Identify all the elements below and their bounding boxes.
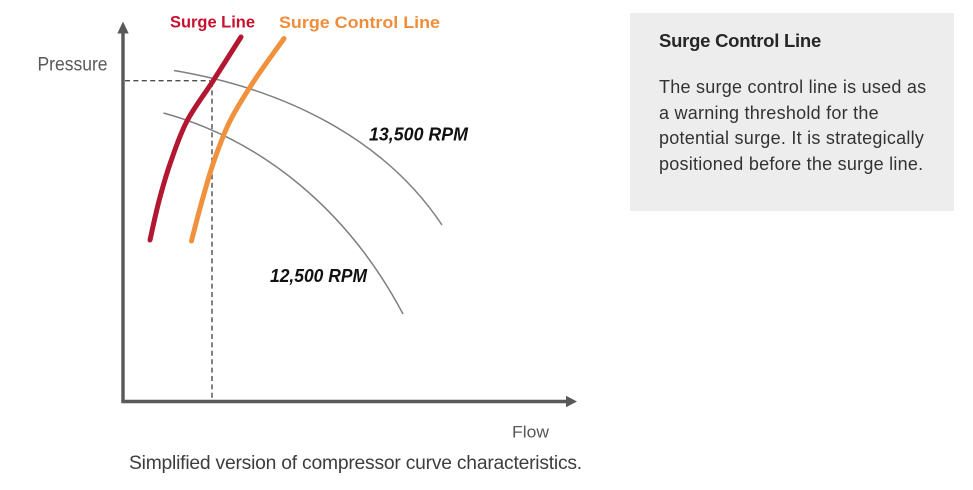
svg-text:13,500 RPM: 13,500 RPM [369,125,469,145]
svg-text:Flow: Flow [512,423,550,442]
svg-text:Surge Line: Surge Line [170,13,255,32]
svg-text:Surge Control Line: Surge Control Line [279,13,440,32]
svg-text:12,500 RPM: 12,500 RPM [270,266,368,286]
svg-text:Pressure: Pressure [38,55,108,76]
